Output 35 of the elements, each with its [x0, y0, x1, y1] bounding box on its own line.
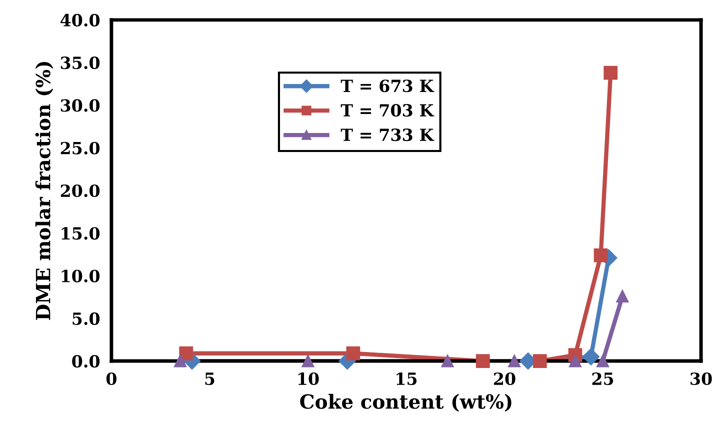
y-tick-label: 0.0 [72, 355, 100, 368]
legend-label: T = 673 K [340, 80, 434, 92]
x-tick-label: 30 [690, 372, 712, 386]
legend-label: T = 733 K [340, 128, 434, 142]
point [476, 354, 490, 368]
y-tick-label: 10.0 [62, 270, 100, 282]
y-axis-title: DME molar fraction (%) [35, 62, 54, 320]
point [596, 354, 610, 368]
point [508, 354, 521, 368]
y-tick-label: 15.0 [62, 227, 100, 240]
x-tick-label: 5 [205, 372, 214, 386]
point [594, 248, 608, 262]
y-tick-label: 20.0 [60, 184, 100, 198]
point [604, 66, 618, 80]
y-tick-label: 25.0 [60, 142, 100, 154]
x-axis-title: Coke content (wt%) [300, 394, 512, 412]
point [302, 354, 314, 368]
point [568, 354, 582, 368]
y-tick-label: 30.0 [60, 99, 100, 112]
point [174, 354, 186, 368]
point [441, 354, 454, 368]
x-tick-label: 10 [298, 372, 319, 386]
point [346, 346, 360, 360]
point [582, 348, 600, 366]
x-tick-label: 20 [494, 372, 516, 386]
y-tick-label: 5.0 [72, 312, 100, 325]
x-tick-label: 0 [106, 372, 116, 386]
legend-label: T = 703 K [340, 104, 434, 117]
point [616, 290, 629, 302]
y-tick-label: 40.0 [60, 14, 100, 27]
x-tick-label: 15 [396, 372, 417, 386]
y-tick-label: 35.0 [60, 56, 100, 70]
point [179, 346, 194, 360]
point [532, 354, 547, 368]
x-tick-label: 25 [592, 372, 614, 386]
